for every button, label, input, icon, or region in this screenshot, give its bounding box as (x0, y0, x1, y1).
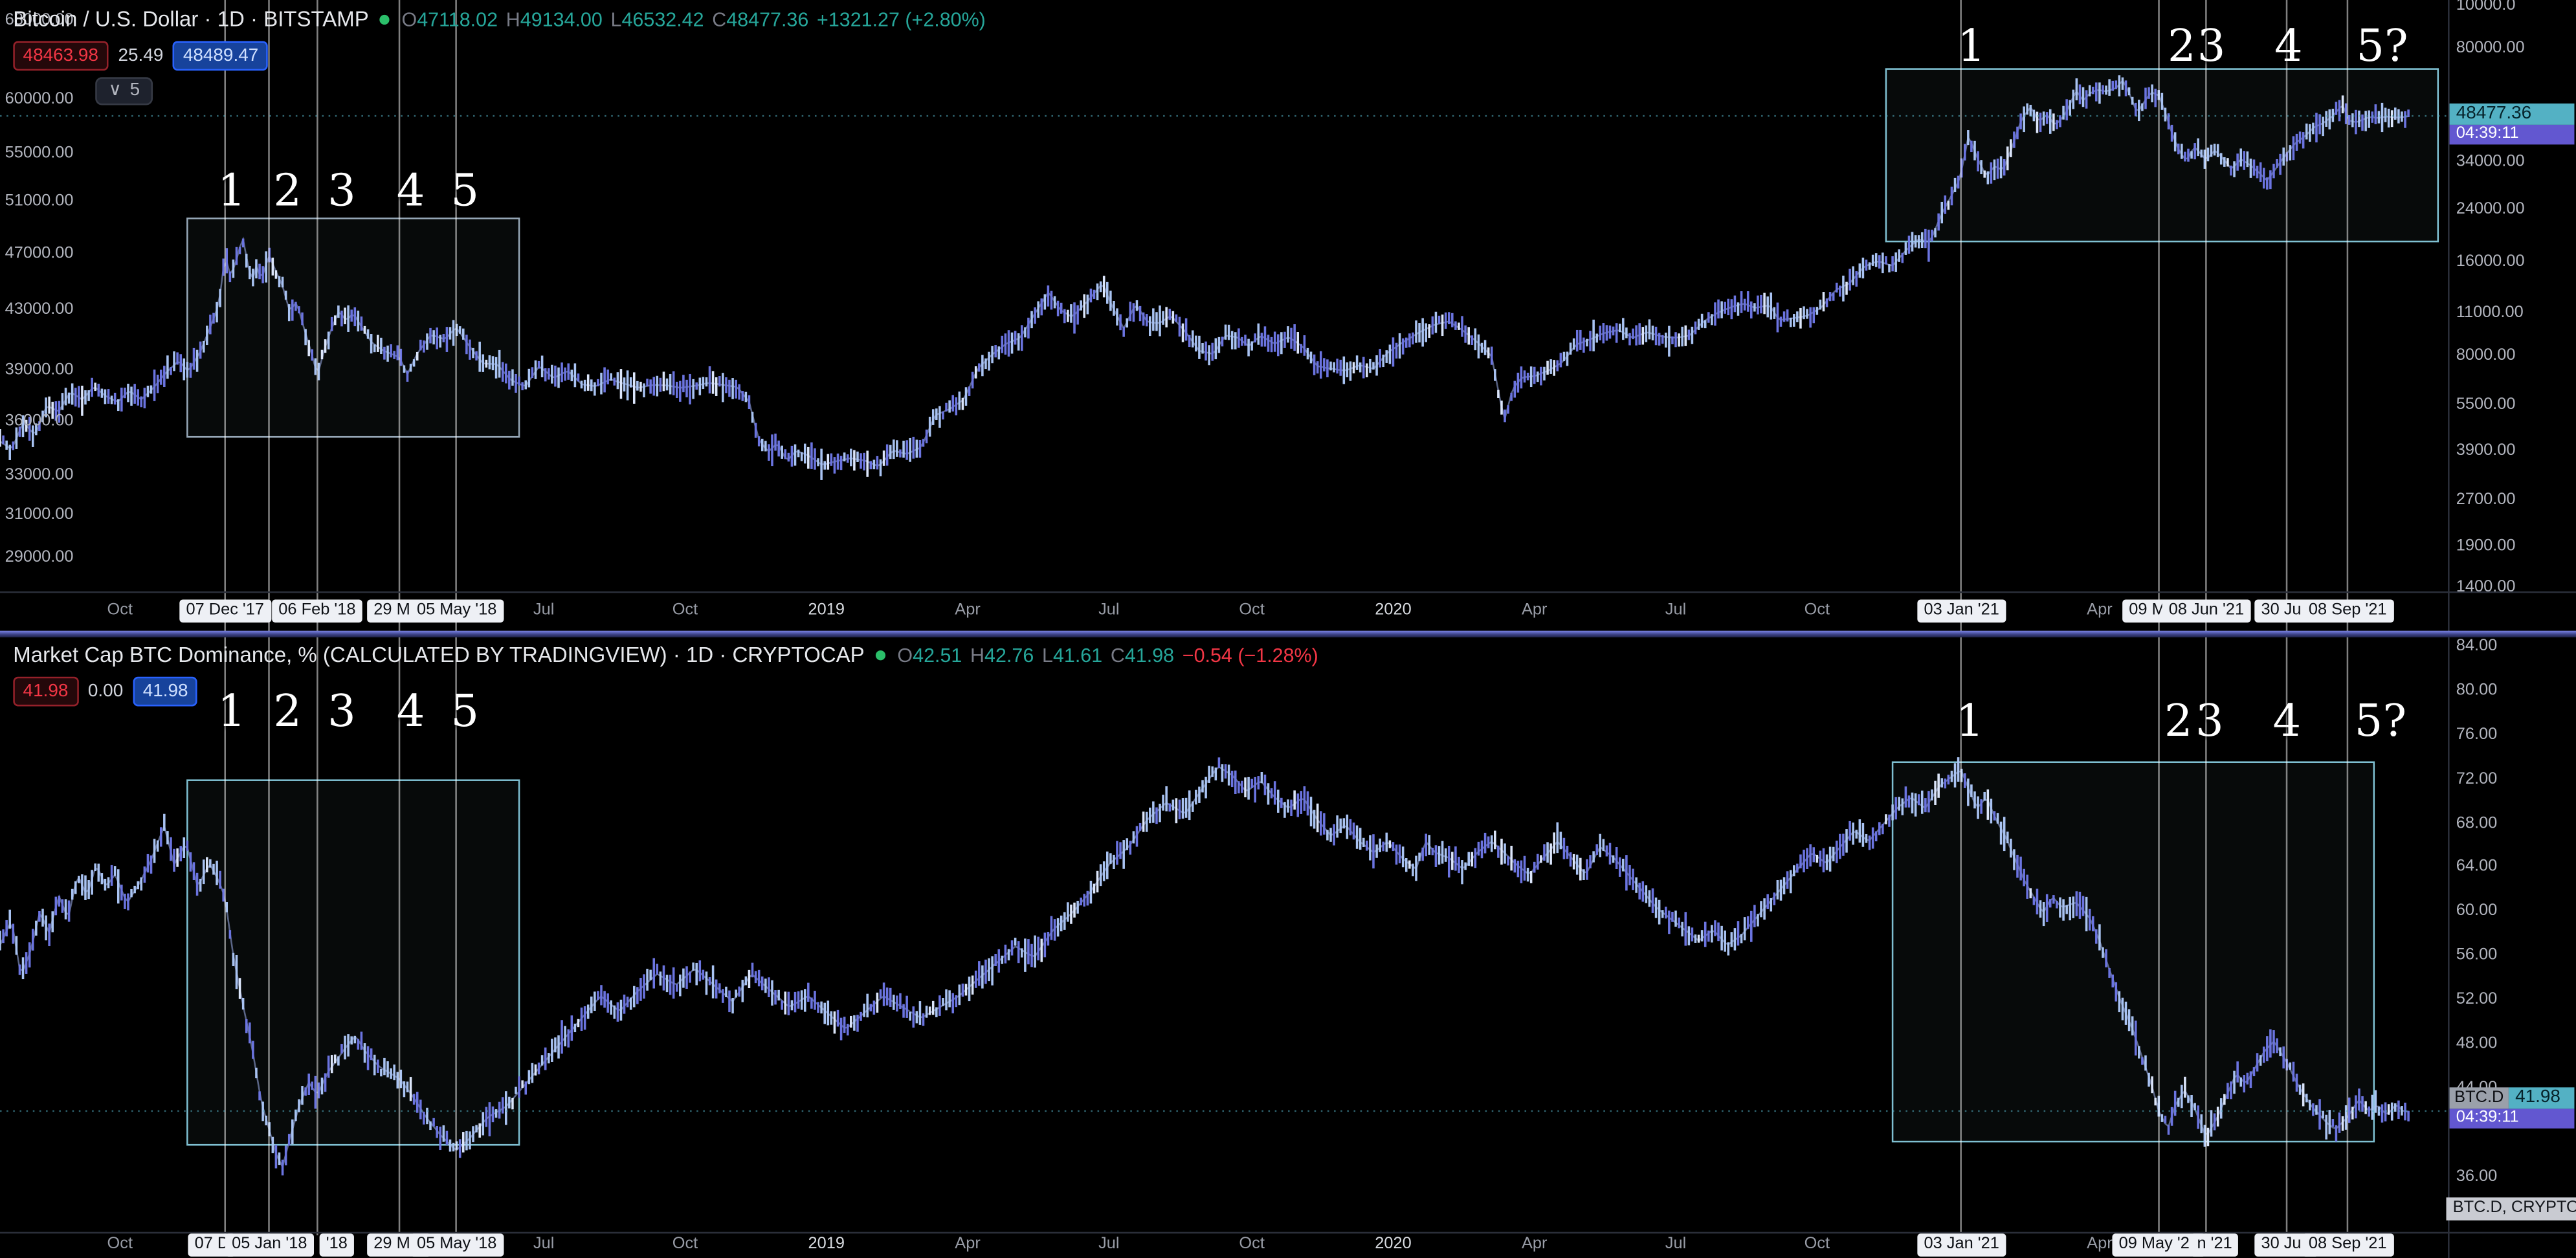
ohlc-value: 42.51 (913, 643, 962, 667)
wave-box-btc-2018[interactable] (186, 217, 520, 438)
ohlc-key: C (1110, 643, 1125, 667)
ohlc-value: 41.98 (1124, 643, 1175, 667)
ohlc-value: 49134.00 (520, 7, 603, 30)
ohlc-value: 48477.36 (726, 7, 809, 30)
ohlc-key: L (610, 7, 622, 30)
change-value: +1321.27 (+2.80%) (817, 7, 986, 30)
time-axis-border-top (0, 591, 2576, 593)
legend-bottom-pane: Market Cap BTC Dominance, % (CALCULATED … (13, 642, 1318, 667)
last-price-badge-btc: 48477.36 04:39:11 (2449, 103, 2575, 145)
btc-price-series[interactable] (0, 75, 2410, 480)
ohlc-value: 46532.42 (621, 7, 704, 30)
wave-box-dominance-2018[interactable] (186, 779, 520, 1146)
ohlc-value: 42.76 (984, 643, 1034, 667)
ohlc-readout-btc: O47118.02 H49134.00 L46532.42 C48477.36 +132… (402, 7, 986, 30)
ohlc-key: H (970, 643, 985, 667)
ohlc-key: O (401, 7, 417, 30)
bid-chip-btc: 48463.98 (13, 41, 109, 71)
ohlc-key: L (1041, 643, 1053, 667)
ohlc-readout-dominance: O42.51 H42.76 L41.61 C41.98 −0.54 (−1.28%) (897, 643, 1318, 667)
spread-value-btc: 25.49 (118, 46, 164, 66)
symbol-title-btc[interactable]: Bitcoin / U.S. Dollar · 1D · BITSTAMP (13, 6, 369, 32)
wave-box-dominance-2021[interactable] (1891, 761, 2375, 1143)
indicator-collapse-button[interactable]: ∨ 5 (95, 77, 153, 105)
last-price-value-btc: 48477.36 (2449, 103, 2575, 125)
realtime-dot (380, 14, 390, 24)
source-label-chip[interactable]: BTC.D, CRYPTOC (2446, 1197, 2576, 1220)
last-price-badge-dominance: BTC.D 41.98 04:39:11 (2449, 1087, 2575, 1129)
spread-value-dominance: 0.00 (87, 681, 124, 701)
bid-ask-row-btc: 48463.98 25.49 48489.47 (13, 41, 269, 71)
legend-top-pane: Bitcoin / U.S. Dollar · 1D · BITSTAMP O4… (13, 6, 986, 31)
symbol-chip-btcd: BTC.D (2449, 1087, 2509, 1109)
chevron-down-icon: ∨ (108, 80, 122, 100)
change-value: −0.54 (−1.28%) (1182, 643, 1318, 667)
ask-chip-btc: 48489.47 (173, 41, 269, 71)
ohlc-key: O (897, 643, 913, 667)
bar-countdown-btc: 04:39:11 (2449, 124, 2575, 145)
ohlc-value: 41.61 (1052, 643, 1103, 667)
bar-countdown-dominance: 04:39:11 (2449, 1109, 2575, 1129)
indicator-count: 5 (129, 80, 140, 100)
pane-divider[interactable] (0, 630, 2576, 637)
ohlc-key: H (505, 7, 520, 30)
ask-chip-dominance: 41.98 (133, 676, 198, 707)
ohlc-value: 47118.02 (417, 7, 498, 30)
realtime-dot-dominance (876, 649, 886, 660)
price-axis-border (2448, 0, 2450, 1258)
ohlc-key: C (712, 7, 727, 30)
bid-chip-dominance: 41.98 (13, 676, 78, 707)
time-axis-border-bottom (0, 1231, 2576, 1234)
bid-ask-row-dominance: 41.98 0.00 41.98 (13, 676, 198, 707)
dominance-series[interactable] (0, 757, 2410, 1176)
last-price-value-dominance: 41.98 (2508, 1087, 2575, 1109)
symbol-title-dominance[interactable]: Market Cap BTC Dominance, % (CALCULATED … (13, 642, 865, 667)
